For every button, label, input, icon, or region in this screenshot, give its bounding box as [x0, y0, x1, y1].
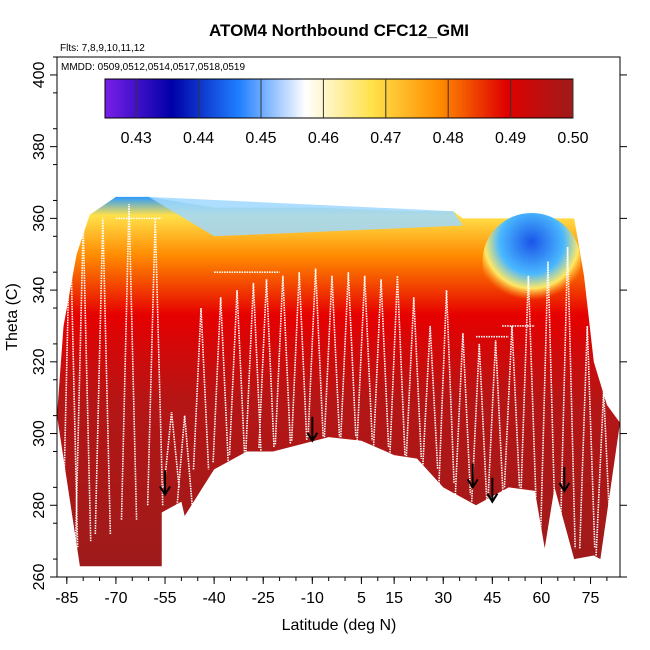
profile-trace — [339, 272, 357, 438]
colorbar-tick-label: 0.45 — [245, 130, 276, 147]
tropopause-arrow — [159, 470, 171, 497]
profile-trace — [228, 290, 246, 456]
x-tick-label: -40 — [203, 590, 226, 607]
profile-traces — [61, 204, 612, 556]
profile-trace — [323, 275, 341, 438]
flights-label: Flts: 7,8,9,10,11,12 — [60, 43, 145, 54]
plot-frame — [56, 56, 621, 578]
profile-trace — [438, 290, 455, 484]
chart-title: ATOM4 Northbound CFC12_GMI — [209, 21, 469, 40]
dates-label: MMDD: 0509,0512,0514,0517,0518,0519 — [61, 62, 245, 73]
x-tick-label: -10 — [301, 590, 324, 607]
profile-trace — [539, 261, 557, 542]
colorbar-tick-label: 0.50 — [557, 130, 588, 147]
profile-trace — [595, 390, 612, 556]
profile-trace — [421, 325, 439, 470]
y-axis-label: Theta (C) — [4, 283, 21, 351]
x-tick-label: -85 — [55, 590, 78, 607]
x-tick-label: 5 — [357, 590, 366, 607]
colorbar-tick-label: 0.47 — [370, 130, 401, 147]
y-tick-label: 280 — [31, 492, 48, 519]
profile-trace — [454, 333, 472, 495]
profile-trace — [258, 279, 275, 448]
colorbar-tick-label: 0.46 — [308, 130, 339, 147]
x-tick-label: -70 — [104, 590, 127, 607]
y-tick-label: 400 — [31, 61, 48, 88]
profile-trace — [356, 275, 374, 441]
y-tick-label: 360 — [31, 205, 48, 232]
x-tick-label: -25 — [252, 590, 275, 607]
tropopause-arrow — [306, 416, 319, 443]
y-tick-label: 260 — [31, 564, 48, 591]
y-tick-label: 300 — [31, 420, 48, 447]
profile-trace — [487, 340, 504, 499]
colorbar-gradient — [104, 78, 574, 119]
profile-trace — [274, 275, 292, 445]
x-tick-label: 75 — [582, 590, 600, 607]
y-tick-label: 340 — [31, 277, 48, 304]
profile-trace — [405, 297, 423, 459]
profile-trace — [94, 218, 112, 534]
colorbar: 0.43 0.44 0.45 0.46 0.47 0.48 0.49 0.50 — [104, 78, 589, 147]
profile-trace — [120, 204, 138, 520]
profile-trace — [74, 225, 92, 542]
profile-trace — [212, 297, 229, 463]
tropopause-arrow — [486, 477, 499, 504]
nh-low-region — [482, 213, 581, 310]
colorbar-tick-label: 0.43 — [121, 130, 152, 147]
profile-trace — [578, 325, 596, 549]
y-axis: 260 280 300 320 340 360 380 400 — [31, 56, 627, 591]
colorbar-tick-label: 0.49 — [495, 130, 526, 147]
x-tick-label: 45 — [483, 590, 501, 607]
field-layer — [57, 196, 620, 567]
profile-trace — [290, 272, 308, 441]
x-tick-label: 30 — [434, 590, 452, 607]
y-tick-label: 320 — [31, 348, 48, 375]
x-tick-label: 60 — [533, 590, 551, 607]
profile-trace — [192, 307, 210, 470]
profile-trace — [470, 343, 488, 502]
profile-trace — [520, 275, 537, 499]
profile-trace — [559, 247, 576, 549]
profile-trace — [503, 325, 521, 488]
profile-trace — [372, 279, 390, 448]
cfc12-field — [57, 196, 620, 567]
upper-low-band — [148, 196, 463, 237]
tropopause-arrow — [558, 466, 571, 493]
colorbar-tick-label: 0.48 — [433, 130, 464, 147]
tropopause-arrows — [159, 416, 571, 504]
profile-trace — [146, 218, 164, 506]
profile-trace — [61, 218, 79, 549]
profile-trace — [245, 282, 262, 452]
x-tick-label: 15 — [385, 590, 403, 607]
y-tick-label: 380 — [31, 133, 48, 160]
x-tick-label: -55 — [153, 590, 176, 607]
profile-trace — [163, 411, 180, 488]
profile-trace — [307, 268, 324, 438]
x-axis: -85 -70 -55 -40 -25 -10 5 15 30 45 60 75 — [55, 577, 608, 607]
tropopause-arrow — [466, 463, 479, 490]
x-axis-label: Latitude (deg N) — [282, 617, 397, 634]
colorbar-tick-label: 0.44 — [183, 130, 214, 147]
